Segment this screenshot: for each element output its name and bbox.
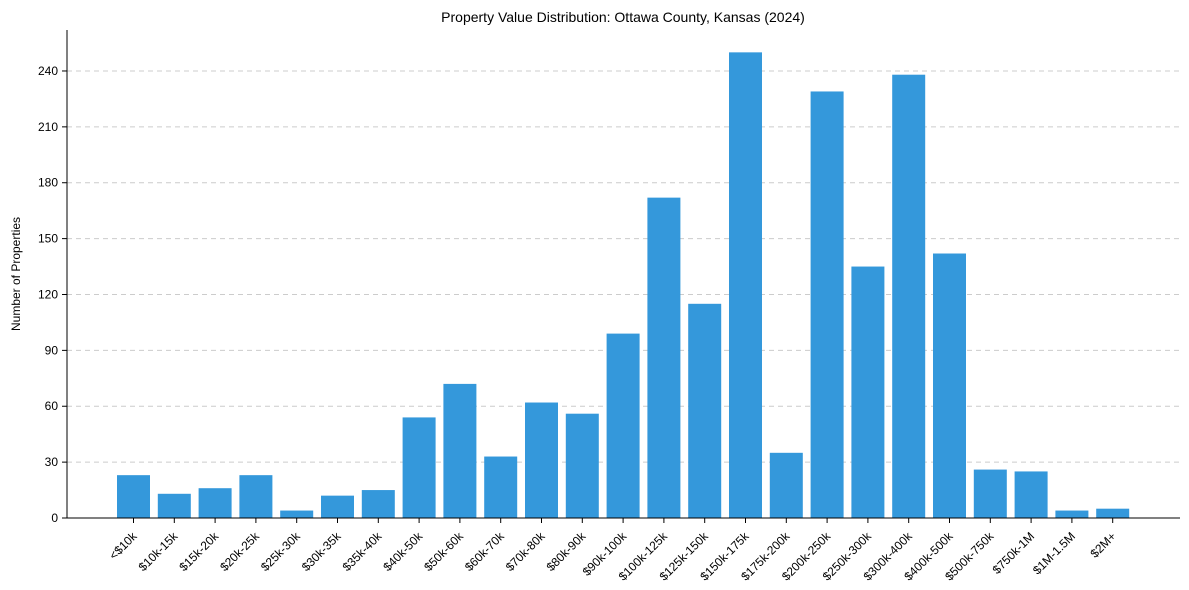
bars (117, 52, 1130, 519)
y-tick-label: 0 (51, 511, 58, 525)
bar (647, 197, 681, 518)
bar (361, 490, 395, 518)
y-axis-ticks: 0 30 60 90 120 150 180 210 240 (38, 64, 67, 525)
x-axis-ticks: <$10k$10k-15k$15k-20k$20k-25k$25k-30k$30… (106, 518, 1119, 583)
bar (688, 303, 722, 518)
chart-title: Property Value Distribution: Ottawa Coun… (441, 9, 805, 25)
x-tick-label: $1M-1.5M (1030, 529, 1078, 577)
x-tick-label: <$10k (106, 529, 140, 563)
bar (565, 413, 599, 518)
bar (1055, 510, 1089, 518)
x-tick-label: $50k-60k (421, 529, 467, 575)
x-tick-label: $15k-20k (176, 529, 222, 575)
bar (606, 333, 640, 518)
bar (525, 402, 558, 518)
grid-lines (67, 70, 1180, 463)
x-tick-label: $70k-80k (503, 529, 549, 575)
x-tick-label: $20k-25k (217, 529, 263, 575)
bar (933, 253, 966, 518)
bar (1096, 508, 1130, 518)
bar (443, 383, 477, 518)
x-tick-label: $10k-15k (136, 529, 182, 575)
bar (851, 266, 885, 518)
y-tick-label: 180 (38, 176, 58, 190)
bar (157, 493, 191, 518)
x-tick-label: $35k-40k (340, 529, 386, 575)
bar (280, 510, 314, 518)
y-tick-label: 210 (38, 120, 58, 134)
y-tick-label: 150 (38, 232, 58, 246)
y-tick-label: 60 (45, 399, 59, 413)
y-tick-label: 120 (38, 287, 58, 301)
bar (810, 91, 844, 519)
bar (729, 52, 762, 519)
x-tick-label: $750k-1M (990, 529, 1038, 577)
bar (239, 475, 273, 518)
x-tick-label: $2M+ (1087, 529, 1118, 560)
x-tick-label: $30k-35k (299, 529, 345, 575)
y-tick-label: 90 (45, 343, 59, 357)
x-tick-label: $60k-70k (462, 529, 508, 575)
bar (198, 488, 232, 518)
bar (769, 452, 803, 518)
y-axis-label: Number of Properties (9, 217, 23, 331)
bar (402, 417, 436, 518)
x-tick-label: $25k-30k (258, 529, 304, 575)
y-tick-label: 240 (38, 64, 58, 78)
y-tick-label: 30 (45, 455, 59, 469)
bar (1014, 471, 1048, 518)
x-tick-label: $40k-50k (380, 529, 426, 575)
bar (484, 456, 518, 518)
bar (892, 74, 926, 518)
bar (973, 469, 1007, 518)
bar (321, 495, 354, 518)
bar (117, 475, 150, 518)
